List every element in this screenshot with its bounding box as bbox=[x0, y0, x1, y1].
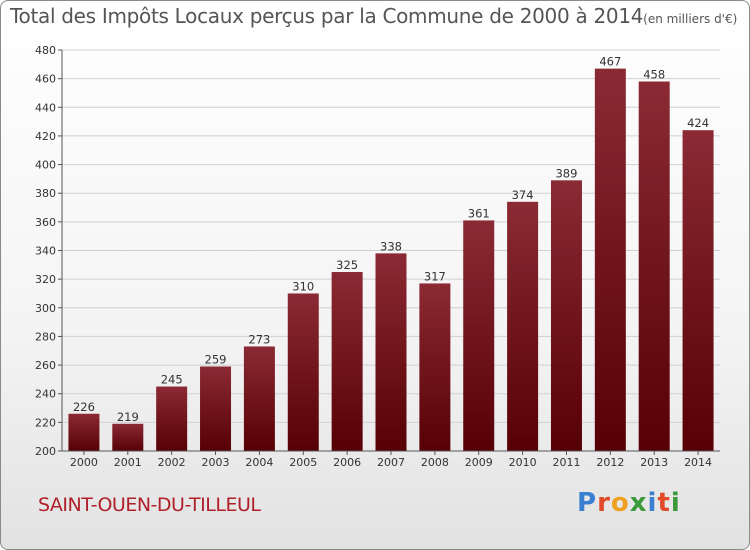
logo-letter: i bbox=[647, 488, 658, 518]
value-label: 374 bbox=[512, 188, 534, 202]
y-tick-label: 400 bbox=[35, 159, 56, 172]
y-tick-label: 420 bbox=[35, 130, 56, 143]
value-label: 424 bbox=[687, 116, 709, 130]
x-tick-label: 2014 bbox=[684, 456, 712, 469]
bar-2008 bbox=[419, 283, 451, 451]
logo-letter: x bbox=[629, 488, 648, 518]
x-tick-label: 2000 bbox=[70, 456, 98, 469]
y-tick-label: 380 bbox=[35, 187, 56, 200]
bar-2010 bbox=[507, 201, 539, 451]
x-tick-label: 2013 bbox=[640, 456, 668, 469]
value-label: 273 bbox=[248, 332, 270, 346]
bar-2003 bbox=[200, 366, 232, 451]
bar-2011 bbox=[550, 180, 582, 451]
x-tick-label: 2011 bbox=[552, 456, 580, 469]
x-tick-label: 2003 bbox=[202, 456, 230, 469]
bar-2002 bbox=[156, 386, 188, 451]
bar-2004 bbox=[243, 346, 275, 451]
chart-title-block: Total des Impôts Locaux perçus par la Co… bbox=[10, 4, 737, 28]
bar-2009 bbox=[463, 220, 495, 451]
logo-letter: r bbox=[597, 488, 611, 518]
bar-2014 bbox=[682, 130, 714, 451]
value-label: 219 bbox=[117, 410, 139, 424]
y-tick-label: 440 bbox=[35, 101, 56, 114]
logo-letter: P bbox=[577, 488, 598, 518]
value-label: 467 bbox=[599, 55, 621, 69]
x-tick-label: 2001 bbox=[114, 456, 142, 469]
value-label: 310 bbox=[292, 279, 314, 293]
chart-unit: (en milliers d'€) bbox=[643, 12, 738, 26]
value-label: 226 bbox=[73, 400, 95, 414]
value-label: 325 bbox=[336, 258, 358, 272]
x-tick-label: 2007 bbox=[377, 456, 405, 469]
y-tick-label: 460 bbox=[35, 73, 56, 86]
x-tick-label: 2008 bbox=[421, 456, 449, 469]
y-tick-label: 340 bbox=[35, 245, 56, 258]
chart-title: Total des Impôts Locaux perçus par la Co… bbox=[10, 4, 644, 28]
logo-letter: o bbox=[610, 488, 630, 518]
y-tick-label: 220 bbox=[35, 416, 56, 429]
x-tick-label: 2006 bbox=[333, 456, 361, 469]
logo-letter: i bbox=[670, 488, 681, 518]
x-tick-label: 2009 bbox=[465, 456, 493, 469]
axes: 200 220 240 260 280 300 320 340 360 380 400 420 440 4… bbox=[35, 44, 720, 469]
y-tick-label: 300 bbox=[35, 302, 56, 315]
value-label: 338 bbox=[380, 239, 402, 253]
value-label: 245 bbox=[161, 373, 183, 387]
bar-2013 bbox=[638, 81, 670, 451]
y-tick-label: 480 bbox=[35, 44, 56, 57]
y-tick-label: 260 bbox=[35, 359, 56, 372]
bar-2006 bbox=[331, 271, 363, 451]
y-tick-label: 240 bbox=[35, 388, 56, 401]
value-label: 458 bbox=[643, 68, 665, 82]
commune-name: SAINT-OUEN-DU-TILLEUL bbox=[38, 494, 261, 516]
bar-2005 bbox=[287, 293, 319, 451]
y-tick-label: 280 bbox=[35, 330, 56, 343]
bar-2012 bbox=[594, 68, 626, 451]
x-tick-label: 2012 bbox=[596, 456, 624, 469]
value-label: 259 bbox=[205, 353, 227, 367]
x-tick-label: 2004 bbox=[245, 456, 273, 469]
proxiti-logo: Proxiti bbox=[577, 488, 681, 518]
value-label: 361 bbox=[468, 206, 490, 220]
value-label: 317 bbox=[424, 269, 446, 283]
logo-letter: t bbox=[657, 488, 671, 518]
value-label: 389 bbox=[555, 166, 577, 180]
x-tick-label: 2002 bbox=[158, 456, 186, 469]
bar-2001 bbox=[112, 423, 144, 451]
bar-2000 bbox=[68, 413, 100, 451]
bars: 226 219 245 259 273 310 325 338 317 361 374 389 467 4… bbox=[68, 55, 714, 451]
x-tick-label: 2005 bbox=[289, 456, 317, 469]
y-tick-label: 200 bbox=[35, 445, 56, 458]
y-tick-label: 360 bbox=[35, 216, 56, 229]
bar-2007 bbox=[375, 253, 407, 451]
y-tick-label: 320 bbox=[35, 273, 56, 286]
x-tick-label: 2010 bbox=[509, 456, 537, 469]
